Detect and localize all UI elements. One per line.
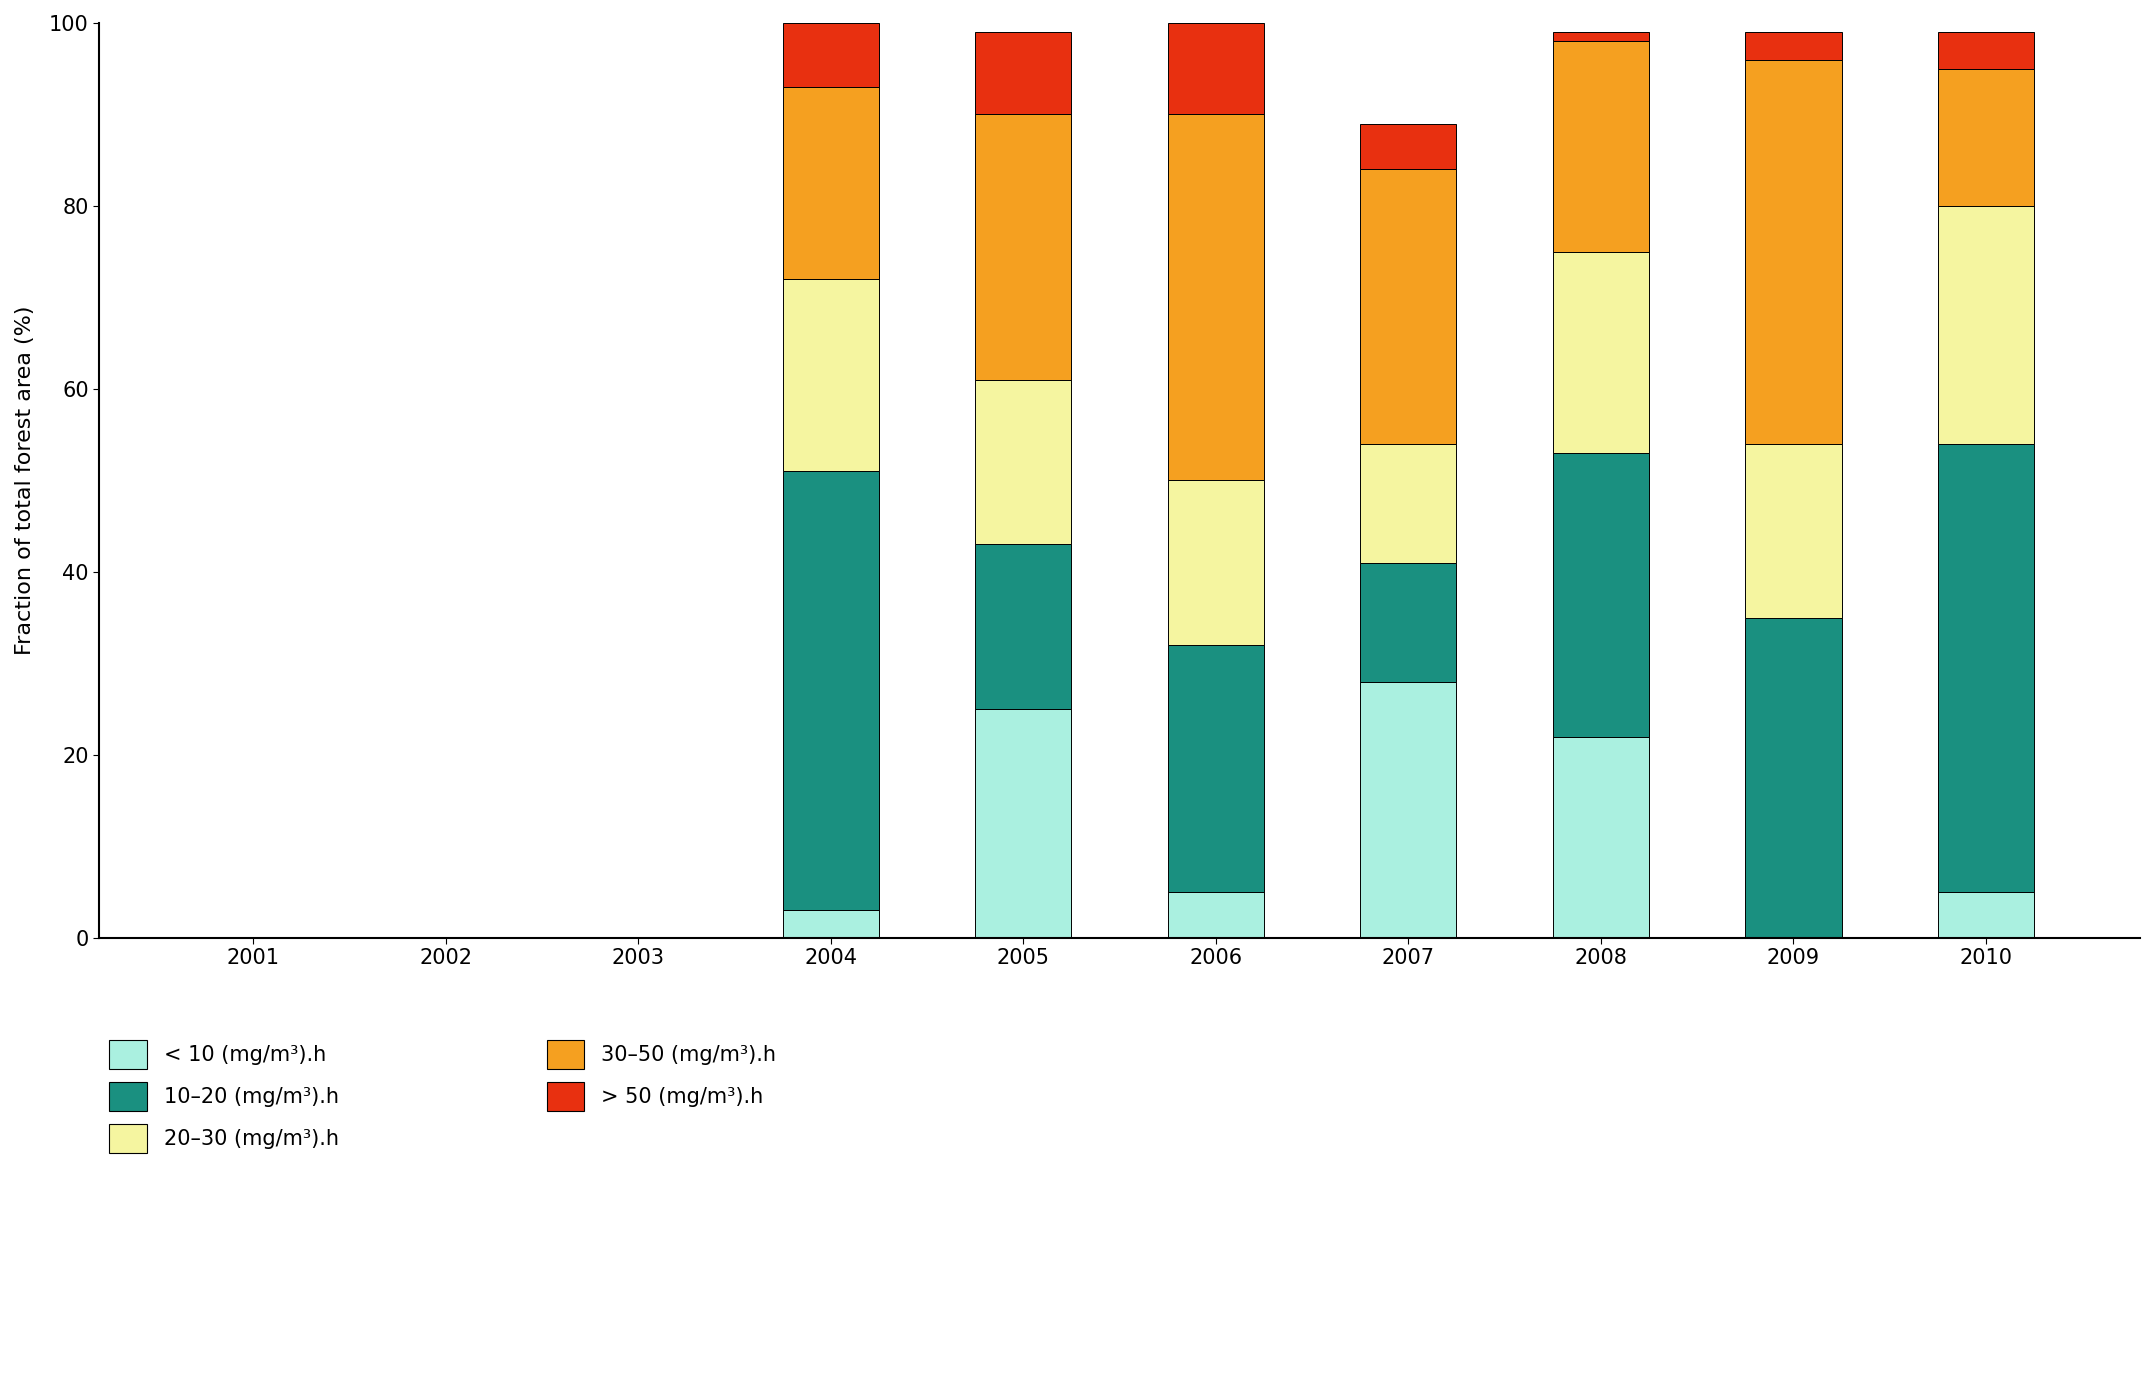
Bar bbox=[1360, 682, 1457, 938]
Legend: < 10 (mg/m³).h, 10–20 (mg/m³).h, 20–30 (mg/m³).h, 30–50 (mg/m³).h, > 50 (mg/m³).: < 10 (mg/m³).h, 10–20 (mg/m³).h, 20–30 (… bbox=[110, 1040, 776, 1154]
Bar bbox=[1937, 892, 2034, 938]
Bar bbox=[1746, 59, 1843, 444]
Bar bbox=[1554, 41, 1649, 252]
Bar bbox=[974, 710, 1071, 938]
Bar bbox=[1360, 444, 1457, 562]
Bar bbox=[1746, 444, 1843, 617]
Bar bbox=[1937, 444, 2034, 892]
Bar bbox=[974, 544, 1071, 710]
Bar bbox=[1554, 252, 1649, 452]
Bar bbox=[1168, 645, 1265, 892]
Bar bbox=[782, 472, 879, 910]
Bar bbox=[974, 114, 1071, 380]
Bar bbox=[1360, 169, 1457, 444]
Bar bbox=[1937, 69, 2034, 206]
Bar bbox=[782, 23, 879, 87]
Bar bbox=[782, 87, 879, 279]
Bar bbox=[1554, 737, 1649, 938]
Bar bbox=[1746, 617, 1843, 938]
Bar bbox=[1168, 114, 1265, 480]
Bar bbox=[1746, 32, 1843, 59]
Bar bbox=[1360, 124, 1457, 169]
Bar bbox=[1168, 480, 1265, 645]
Y-axis label: Fraction of total forest area (%): Fraction of total forest area (%) bbox=[15, 305, 34, 654]
Bar bbox=[1360, 562, 1457, 682]
Bar bbox=[782, 910, 879, 938]
Bar bbox=[974, 380, 1071, 544]
Bar bbox=[1937, 32, 2034, 69]
Bar bbox=[1168, 892, 1265, 938]
Bar bbox=[1554, 452, 1649, 737]
Bar bbox=[1554, 32, 1649, 41]
Bar bbox=[1168, 23, 1265, 114]
Bar bbox=[974, 32, 1071, 114]
Bar bbox=[1937, 206, 2034, 444]
Bar bbox=[782, 279, 879, 472]
